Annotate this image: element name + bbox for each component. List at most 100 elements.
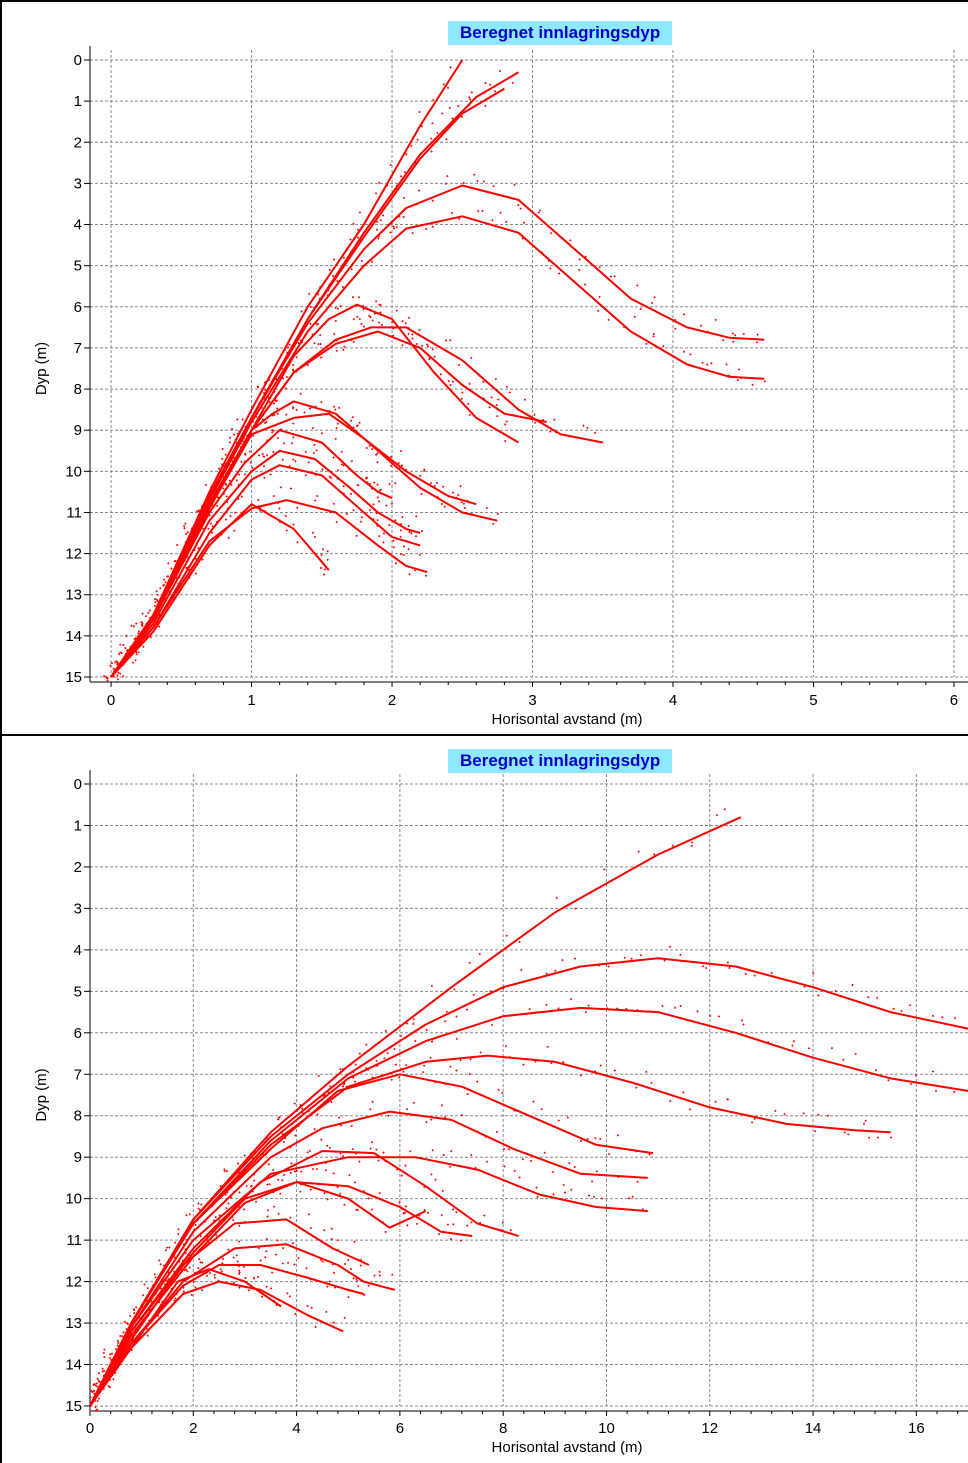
observation-point — [315, 449, 318, 452]
observation-point — [97, 1397, 100, 1400]
observation-point — [216, 504, 219, 507]
observation-point — [650, 301, 653, 304]
observation-point — [412, 1018, 415, 1021]
y-tick-label: 4 — [74, 217, 82, 234]
observation-point — [751, 1121, 754, 1124]
observation-point — [167, 575, 170, 578]
observation-point — [533, 413, 536, 416]
observation-point — [429, 482, 432, 485]
observation-point — [637, 850, 640, 853]
observation-point — [421, 344, 424, 347]
observation-point — [451, 380, 454, 383]
observation-point — [407, 316, 410, 319]
observation-point — [409, 1150, 412, 1153]
observation-point — [914, 1074, 917, 1077]
observation-point — [737, 368, 740, 371]
observation-point — [312, 1167, 315, 1170]
observation-point — [518, 1176, 521, 1179]
observation-point — [490, 396, 493, 399]
observation-point — [468, 413, 471, 416]
observation-point — [135, 622, 138, 625]
observation-point — [458, 217, 461, 220]
observation-point — [194, 1286, 197, 1289]
observation-point — [268, 1183, 271, 1186]
observation-point — [431, 122, 434, 125]
observation-point — [437, 1233, 440, 1236]
observation-point — [119, 672, 122, 675]
observation-point — [908, 1004, 911, 1007]
observation-point — [489, 83, 492, 86]
observation-point — [360, 516, 363, 519]
observation-point — [314, 499, 317, 502]
observation-point — [941, 1016, 944, 1019]
observation-point — [342, 1155, 345, 1158]
observation-point — [445, 138, 448, 141]
observation-point — [587, 1194, 590, 1197]
observation-point — [445, 339, 448, 342]
observation-point — [253, 1179, 256, 1182]
observation-point — [449, 66, 452, 69]
observation-point — [192, 1281, 195, 1284]
observation-point — [173, 1256, 176, 1259]
observation-point — [874, 1069, 877, 1072]
observation-point — [557, 1119, 560, 1122]
observation-point — [219, 1184, 222, 1187]
observation-point — [313, 1128, 316, 1131]
observation-point — [462, 502, 465, 505]
observation-point — [248, 450, 251, 453]
observation-points — [106, 311, 597, 682]
observation-point — [561, 959, 564, 962]
observation-point — [390, 502, 393, 505]
observation-point — [358, 318, 361, 321]
observation-point — [238, 1224, 241, 1227]
observation-point — [545, 1003, 548, 1006]
observation-point — [446, 175, 449, 178]
observation-point — [356, 315, 359, 318]
observation-point — [338, 406, 341, 409]
observation-points — [115, 209, 766, 674]
observation-point — [376, 220, 379, 223]
observation-point — [186, 531, 189, 534]
y-tick-label: 12 — [65, 1274, 82, 1291]
observation-point — [352, 509, 355, 512]
observation-point — [297, 1257, 300, 1260]
series-line — [90, 816, 742, 1407]
series-line — [90, 1268, 282, 1407]
observation-point — [394, 1063, 397, 1066]
observation-point — [197, 1267, 200, 1270]
observation-point — [143, 1283, 146, 1286]
observation-point — [119, 643, 122, 646]
observation-point — [335, 349, 338, 352]
observation-point — [430, 137, 433, 140]
observation-point — [92, 1383, 95, 1386]
observation-point — [814, 1130, 817, 1133]
observation-point — [316, 495, 319, 498]
observation-point — [592, 1195, 595, 1198]
observation-point — [378, 181, 381, 184]
observation-point — [184, 1252, 187, 1255]
observation-point — [325, 1310, 328, 1313]
observation-point — [195, 510, 198, 513]
observation-point — [513, 183, 516, 186]
observation-point — [431, 225, 434, 228]
observation-point — [714, 1100, 717, 1103]
y-tick-label: 3 — [74, 175, 82, 192]
observation-point — [317, 1074, 320, 1077]
observation-point — [375, 300, 378, 303]
observation-point — [520, 968, 523, 971]
observation-point — [341, 286, 344, 289]
observation-point — [326, 550, 329, 553]
observation-point — [242, 440, 245, 443]
observation-point — [482, 380, 485, 383]
observation-point — [431, 348, 434, 351]
observation-point — [375, 1148, 378, 1151]
observation-point — [598, 296, 601, 299]
observation-point — [476, 180, 479, 183]
observation-point — [176, 543, 179, 546]
observation-point — [887, 1079, 890, 1082]
observation-point — [106, 677, 109, 680]
observation-point — [348, 1174, 351, 1177]
observation-point — [451, 212, 454, 215]
observation-point — [812, 972, 815, 975]
observation-point — [244, 453, 247, 456]
